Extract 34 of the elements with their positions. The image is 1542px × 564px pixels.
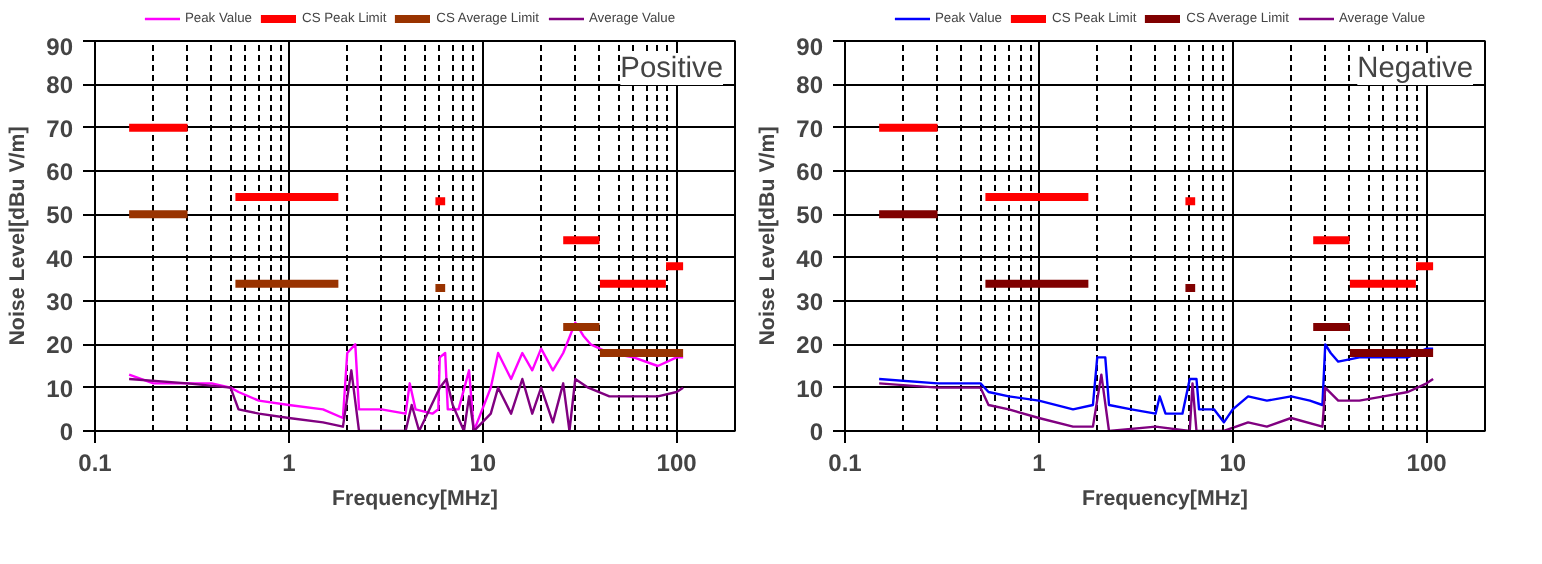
- x-tick-label: 10: [469, 449, 497, 477]
- y-tick-label: 20: [46, 331, 74, 360]
- y-tick-label: 90: [796, 33, 824, 61]
- x-tick-label: 100: [1406, 449, 1448, 477]
- y-tick-label: 0: [59, 418, 74, 446]
- y-tick-label: 60: [46, 158, 74, 186]
- x-tick-label: 1: [282, 449, 297, 477]
- y-tick-label: 40: [46, 244, 74, 273]
- y-axis-title: Noise Level[dBu V/m]: [6, 126, 31, 346]
- x-tick-label: 100: [656, 449, 698, 477]
- y-tick-label: 70: [796, 114, 824, 143]
- y-tick-label: 90: [46, 33, 74, 61]
- y-tick-label: 30: [46, 288, 74, 316]
- y-tick-label: 50: [796, 201, 824, 230]
- y-tick-label: 30: [796, 288, 824, 316]
- y-tick-label: 70: [46, 114, 74, 143]
- chart-title: Negative: [1357, 53, 1474, 85]
- y-tick-label: 10: [46, 374, 74, 403]
- chart-title: Positive: [620, 53, 724, 85]
- y-tick-label: 50: [46, 201, 74, 230]
- y-tick-label: 20: [796, 331, 824, 360]
- x-tick-label: 1: [1032, 449, 1047, 477]
- y-tick-label: 0: [809, 418, 824, 446]
- y-tick-label: 40: [796, 244, 824, 273]
- y-tick-label: 80: [796, 71, 824, 100]
- x-tick-label: 0.1: [78, 449, 113, 477]
- x-tick-label: 10: [1219, 449, 1247, 477]
- y-axis-title: Noise Level[dBu V/m]: [756, 126, 781, 346]
- y-tick-label: 60: [796, 158, 824, 186]
- y-tick-label: 80: [46, 71, 74, 100]
- y-tick-label: 10: [796, 374, 824, 403]
- x-tick-label: 0.1: [828, 449, 863, 477]
- x-axis-title: Frequency[MHz]: [332, 487, 498, 511]
- x-axis-title: Frequency[MHz]: [1082, 487, 1248, 511]
